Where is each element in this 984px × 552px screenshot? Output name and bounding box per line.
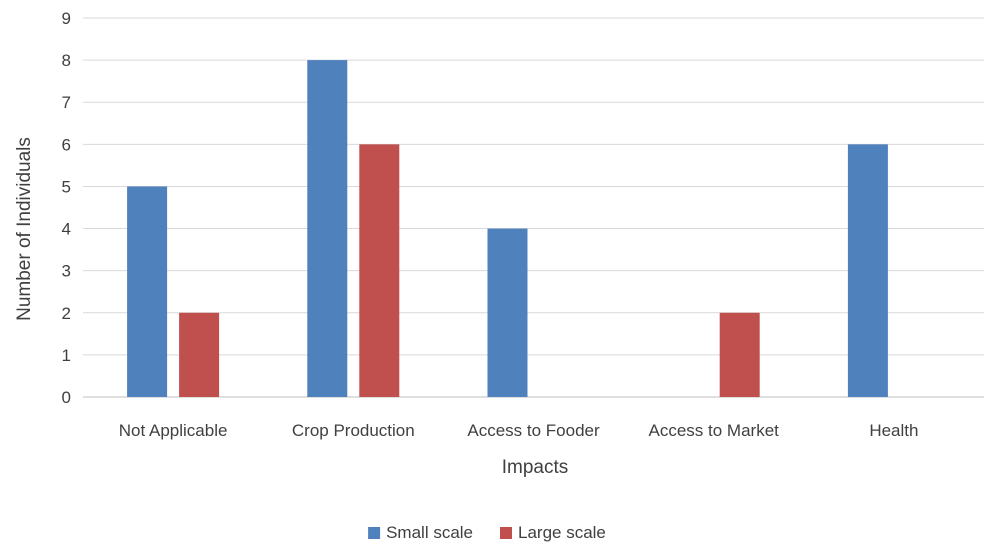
- bars: [127, 60, 888, 397]
- bar-large-scale: [359, 144, 400, 397]
- bar-large-scale: [719, 312, 760, 397]
- gridlines: [83, 17, 984, 398]
- bar-small-scale: [127, 186, 168, 397]
- y-tick-label: 6: [62, 135, 71, 154]
- legend-label: Large scale: [518, 523, 606, 542]
- legend-swatch: [500, 527, 512, 539]
- legend-label: Small scale: [386, 523, 473, 542]
- x-tick-label: Access to Market: [649, 421, 780, 440]
- y-tick-label: 0: [62, 388, 71, 407]
- y-tick-label: 5: [62, 177, 71, 196]
- axes: 0 1 2 3 4 5 6 7 8 9 Not Applicable Crop Production A…: [62, 9, 919, 440]
- x-tick-label: Access to Fooder: [467, 421, 600, 440]
- legend-swatch: [368, 527, 381, 539]
- y-tick-label: 3: [62, 262, 71, 281]
- bar-small-scale: [307, 60, 348, 397]
- y-tick-label: 8: [62, 51, 71, 70]
- y-axis-title: Number of Individuals: [14, 137, 35, 321]
- bar-large-scale: [179, 312, 220, 397]
- y-tick-label: 4: [62, 220, 71, 239]
- bar-small-scale: [847, 144, 888, 397]
- y-tick-label: 1: [62, 346, 71, 365]
- x-tick-label: Health: [869, 421, 918, 440]
- x-tick-label: Not Applicable: [119, 421, 228, 440]
- bar-small-scale: [487, 228, 528, 397]
- x-axis-title: Impacts: [502, 457, 569, 478]
- y-tick-label: 7: [62, 93, 71, 112]
- y-tick-label: 2: [62, 304, 71, 323]
- legend: Small scale Large scale: [368, 523, 606, 542]
- x-tick-label: Crop Production: [292, 421, 415, 440]
- y-tick-label: 9: [62, 9, 71, 28]
